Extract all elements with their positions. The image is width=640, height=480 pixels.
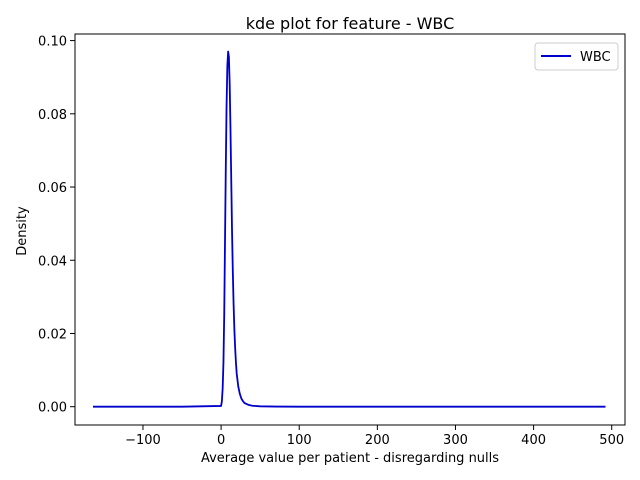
x-tick-label: 200 (365, 433, 390, 448)
x-tick-label: 400 (521, 433, 546, 448)
x-tick-label: 500 (599, 433, 624, 448)
x-tick-label: 100 (287, 433, 312, 448)
y-tick-label: 0.02 (38, 327, 67, 342)
y-axis-ticks: 0.00 0.02 0.04 0.06 0.08 0.10 (38, 35, 75, 416)
x-tick-label: 300 (443, 433, 468, 448)
series-line-wbc (92, 50, 606, 408)
x-tick-label: −100 (125, 433, 161, 448)
legend-label-wbc: WBC (580, 50, 611, 65)
y-axis-label: Density (15, 206, 30, 256)
series-layer (92, 50, 606, 408)
x-axis-label: Average value per patient - disregarding… (201, 451, 499, 466)
y-tick-label: 0.10 (38, 35, 67, 50)
y-tick-label: 0.06 (38, 181, 67, 196)
legend-box (534, 42, 619, 71)
y-tick-label: 0.08 (38, 108, 67, 123)
x-tick-label: 0 (217, 433, 225, 448)
legend: WBC (534, 42, 619, 71)
y-tick-label: 0.00 (38, 401, 67, 416)
y-tick-label: 0.04 (38, 254, 67, 269)
plot-area: −100 0 100 200 300 400 500 0.000.020.040.060.0… (38, 33, 626, 448)
x-axis-ticks: −100 0 100 200 300 400 500 (125, 425, 624, 448)
axes-frame (74, 33, 626, 426)
chart-title: kde plot for feature - WBC (246, 14, 455, 33)
